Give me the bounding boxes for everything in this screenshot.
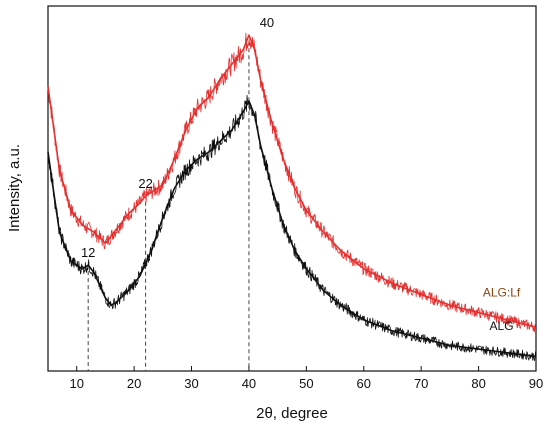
x-tick-label: 40 xyxy=(242,376,256,391)
x-axis-ticks: 10 20 30 40 50 60 70 80 90 xyxy=(69,366,543,391)
x-tick-label: 60 xyxy=(357,376,371,391)
series-trace xyxy=(47,32,537,333)
annotation-layer: ALG:Lf ALG 12 22 40 xyxy=(81,15,521,333)
series-label: ALG:Lf xyxy=(483,286,521,300)
x-tick-label: 10 xyxy=(69,376,83,391)
series-line xyxy=(47,100,537,358)
x-tick-label: 80 xyxy=(471,376,485,391)
y-axis-title: Intensity, a.u. xyxy=(6,144,23,232)
peak-label: 40 xyxy=(260,15,274,30)
peak-label: 22 xyxy=(138,176,152,191)
x-axis-title: 2θ, degree xyxy=(256,405,328,422)
series-line xyxy=(47,34,537,328)
x-tick-label: 50 xyxy=(299,376,313,391)
plot-frame xyxy=(47,5,537,372)
x-tick-label: 30 xyxy=(184,376,198,391)
series-alg-lf xyxy=(47,32,537,333)
peak-label: 12 xyxy=(81,245,95,260)
x-tick-label: 90 xyxy=(529,376,543,391)
dashed-guides xyxy=(87,41,250,371)
series-trace xyxy=(47,94,537,362)
series-alg xyxy=(47,94,537,362)
x-tick-label: 70 xyxy=(414,376,428,391)
x-tick-label: 20 xyxy=(127,376,141,391)
series-label: ALG xyxy=(490,319,514,333)
series-layer xyxy=(47,32,537,362)
